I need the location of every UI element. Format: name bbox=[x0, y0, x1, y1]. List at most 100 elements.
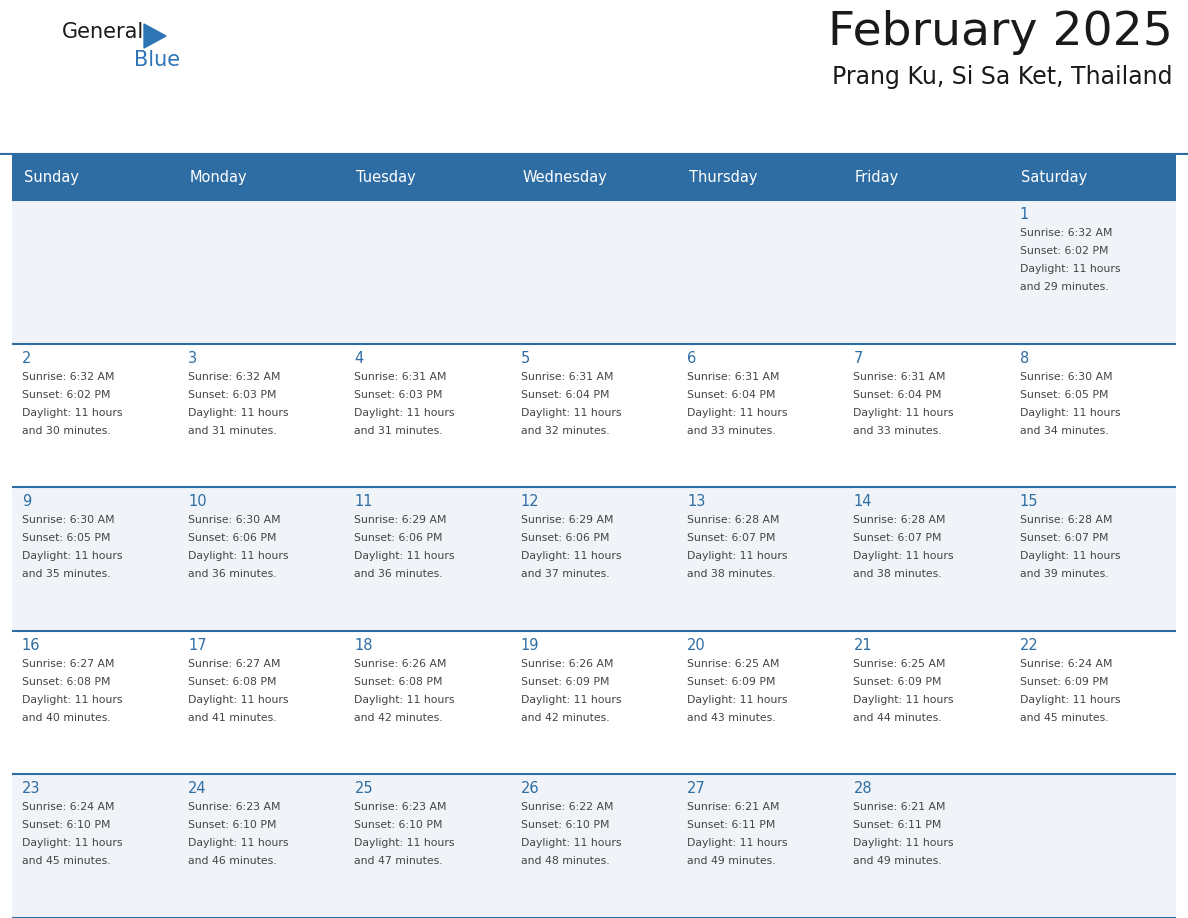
Bar bbox=[345, 775, 511, 918]
Bar bbox=[677, 775, 843, 918]
Text: and 33 minutes.: and 33 minutes. bbox=[687, 426, 776, 436]
Text: Daylight: 11 hours: Daylight: 11 hours bbox=[853, 838, 954, 848]
Text: Sunset: 6:08 PM: Sunset: 6:08 PM bbox=[354, 677, 443, 687]
Text: Sunset: 6:03 PM: Sunset: 6:03 PM bbox=[188, 389, 277, 399]
Text: Sunrise: 6:26 AM: Sunrise: 6:26 AM bbox=[520, 659, 613, 669]
Text: Tuesday: Tuesday bbox=[356, 170, 416, 185]
Text: and 45 minutes.: and 45 minutes. bbox=[21, 856, 110, 867]
Text: Sunset: 6:08 PM: Sunset: 6:08 PM bbox=[188, 677, 277, 687]
Text: Daylight: 11 hours: Daylight: 11 hours bbox=[853, 551, 954, 561]
Bar bbox=[843, 155, 1010, 200]
Text: Sunset: 6:10 PM: Sunset: 6:10 PM bbox=[21, 821, 110, 831]
Text: Saturday: Saturday bbox=[1022, 170, 1088, 185]
Text: 7: 7 bbox=[853, 351, 862, 365]
Text: 25: 25 bbox=[354, 781, 373, 797]
Text: Daylight: 11 hours: Daylight: 11 hours bbox=[188, 408, 289, 418]
Text: Daylight: 11 hours: Daylight: 11 hours bbox=[354, 695, 455, 705]
Text: and 46 minutes.: and 46 minutes. bbox=[188, 856, 277, 867]
Text: 3: 3 bbox=[188, 351, 197, 365]
Text: Sunday: Sunday bbox=[24, 170, 78, 185]
Text: Sunrise: 6:24 AM: Sunrise: 6:24 AM bbox=[21, 802, 114, 812]
Text: and 32 minutes.: and 32 minutes. bbox=[520, 426, 609, 436]
Bar bbox=[345, 343, 511, 487]
Text: Daylight: 11 hours: Daylight: 11 hours bbox=[687, 408, 788, 418]
Text: Sunrise: 6:28 AM: Sunrise: 6:28 AM bbox=[1019, 515, 1112, 525]
Text: Sunset: 6:06 PM: Sunset: 6:06 PM bbox=[354, 533, 443, 543]
Text: 20: 20 bbox=[687, 638, 706, 653]
Text: 14: 14 bbox=[853, 494, 872, 509]
Text: and 38 minutes.: and 38 minutes. bbox=[687, 569, 776, 579]
Text: Daylight: 11 hours: Daylight: 11 hours bbox=[520, 408, 621, 418]
Text: and 49 minutes.: and 49 minutes. bbox=[687, 856, 776, 867]
Text: Sunrise: 6:30 AM: Sunrise: 6:30 AM bbox=[1019, 372, 1112, 382]
Text: Sunrise: 6:29 AM: Sunrise: 6:29 AM bbox=[354, 515, 447, 525]
Text: Sunrise: 6:31 AM: Sunrise: 6:31 AM bbox=[354, 372, 447, 382]
Text: Sunrise: 6:28 AM: Sunrise: 6:28 AM bbox=[853, 515, 946, 525]
Bar bbox=[843, 487, 1010, 631]
Text: Sunset: 6:04 PM: Sunset: 6:04 PM bbox=[853, 389, 942, 399]
Bar bbox=[511, 343, 677, 487]
Bar bbox=[843, 343, 1010, 487]
Text: Sunrise: 6:21 AM: Sunrise: 6:21 AM bbox=[853, 802, 946, 812]
Bar bbox=[1010, 487, 1176, 631]
Bar bbox=[12, 343, 178, 487]
Text: and 43 minutes.: and 43 minutes. bbox=[687, 712, 776, 722]
Text: Daylight: 11 hours: Daylight: 11 hours bbox=[853, 695, 954, 705]
Text: and 39 minutes.: and 39 minutes. bbox=[1019, 569, 1108, 579]
Text: Sunrise: 6:23 AM: Sunrise: 6:23 AM bbox=[188, 802, 280, 812]
Bar bbox=[12, 200, 178, 343]
Text: 8: 8 bbox=[1019, 351, 1029, 365]
Text: 15: 15 bbox=[1019, 494, 1038, 509]
Text: and 48 minutes.: and 48 minutes. bbox=[520, 856, 609, 867]
Text: Sunset: 6:07 PM: Sunset: 6:07 PM bbox=[853, 533, 942, 543]
Bar bbox=[677, 631, 843, 775]
Text: February 2025: February 2025 bbox=[828, 10, 1173, 55]
Text: Daylight: 11 hours: Daylight: 11 hours bbox=[188, 695, 289, 705]
Bar bbox=[178, 200, 345, 343]
Text: Daylight: 11 hours: Daylight: 11 hours bbox=[1019, 695, 1120, 705]
Bar bbox=[511, 631, 677, 775]
Bar bbox=[677, 155, 843, 200]
Bar bbox=[178, 343, 345, 487]
Text: 1: 1 bbox=[1019, 207, 1029, 222]
Text: Sunrise: 6:30 AM: Sunrise: 6:30 AM bbox=[21, 515, 114, 525]
Text: Sunset: 6:08 PM: Sunset: 6:08 PM bbox=[21, 677, 110, 687]
Text: 10: 10 bbox=[188, 494, 207, 509]
Text: Daylight: 11 hours: Daylight: 11 hours bbox=[354, 551, 455, 561]
Text: Daylight: 11 hours: Daylight: 11 hours bbox=[687, 695, 788, 705]
Bar bbox=[345, 200, 511, 343]
Text: Sunset: 6:09 PM: Sunset: 6:09 PM bbox=[687, 677, 776, 687]
Text: Daylight: 11 hours: Daylight: 11 hours bbox=[188, 838, 289, 848]
Text: Sunset: 6:09 PM: Sunset: 6:09 PM bbox=[853, 677, 942, 687]
Bar bbox=[178, 775, 345, 918]
Text: Daylight: 11 hours: Daylight: 11 hours bbox=[687, 551, 788, 561]
Text: Sunset: 6:04 PM: Sunset: 6:04 PM bbox=[520, 389, 609, 399]
Text: Sunrise: 6:21 AM: Sunrise: 6:21 AM bbox=[687, 802, 779, 812]
Text: and 44 minutes.: and 44 minutes. bbox=[853, 712, 942, 722]
Text: 19: 19 bbox=[520, 638, 539, 653]
Text: and 42 minutes.: and 42 minutes. bbox=[520, 712, 609, 722]
Text: Sunset: 6:06 PM: Sunset: 6:06 PM bbox=[520, 533, 609, 543]
Text: 18: 18 bbox=[354, 638, 373, 653]
Text: and 45 minutes.: and 45 minutes. bbox=[1019, 712, 1108, 722]
Text: Sunset: 6:10 PM: Sunset: 6:10 PM bbox=[188, 821, 277, 831]
Text: Blue: Blue bbox=[134, 50, 181, 70]
Text: 22: 22 bbox=[1019, 638, 1038, 653]
Bar bbox=[345, 487, 511, 631]
Text: and 49 minutes.: and 49 minutes. bbox=[853, 856, 942, 867]
Text: General: General bbox=[62, 22, 144, 42]
Text: Sunset: 6:09 PM: Sunset: 6:09 PM bbox=[1019, 677, 1108, 687]
Text: Sunrise: 6:26 AM: Sunrise: 6:26 AM bbox=[354, 659, 447, 669]
Text: Sunrise: 6:30 AM: Sunrise: 6:30 AM bbox=[188, 515, 280, 525]
Text: and 34 minutes.: and 34 minutes. bbox=[1019, 426, 1108, 436]
Text: Daylight: 11 hours: Daylight: 11 hours bbox=[354, 838, 455, 848]
Bar bbox=[677, 343, 843, 487]
Text: Daylight: 11 hours: Daylight: 11 hours bbox=[21, 695, 122, 705]
Text: 6: 6 bbox=[687, 351, 696, 365]
Text: Prang Ku, Si Sa Ket, Thailand: Prang Ku, Si Sa Ket, Thailand bbox=[833, 65, 1173, 89]
Text: Sunrise: 6:31 AM: Sunrise: 6:31 AM bbox=[520, 372, 613, 382]
Text: Daylight: 11 hours: Daylight: 11 hours bbox=[354, 408, 455, 418]
Text: 12: 12 bbox=[520, 494, 539, 509]
Polygon shape bbox=[144, 24, 166, 48]
Bar bbox=[511, 775, 677, 918]
